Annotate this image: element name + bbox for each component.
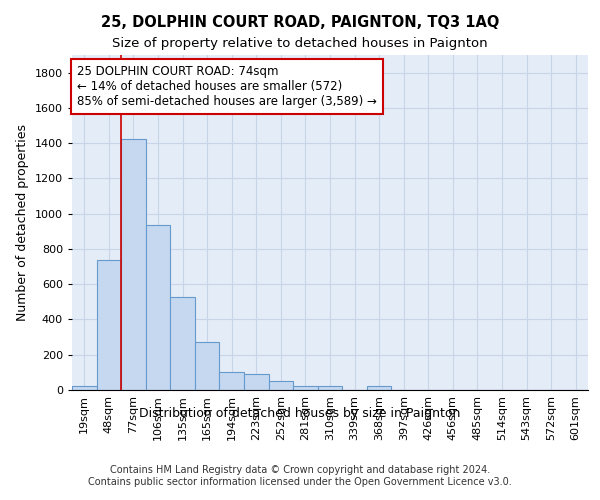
Text: 25, DOLPHIN COURT ROAD, PAIGNTON, TQ3 1AQ: 25, DOLPHIN COURT ROAD, PAIGNTON, TQ3 1A…	[101, 15, 499, 30]
Bar	[121, 138, 146, 390]
Bar	[195, 342, 220, 390]
Bar	[220, 372, 244, 390]
Text: Contains HM Land Registry data © Crown copyright and database right 2024.
Contai: Contains HM Land Registry data © Crown c…	[88, 465, 512, 486]
Bar	[170, 296, 195, 390]
Text: 25 DOLPHIN COURT ROAD: 74sqm
← 14% of detached houses are smaller (572)
85% of s: 25 DOLPHIN COURT ROAD: 74sqm ← 14% of de…	[77, 65, 377, 108]
Bar	[72, 386, 97, 390]
Text: Distribution of detached houses by size in Paignton: Distribution of detached houses by size …	[139, 408, 461, 420]
Bar	[146, 225, 170, 390]
Bar	[367, 386, 391, 390]
Y-axis label: Number of detached properties: Number of detached properties	[16, 124, 29, 321]
Bar	[318, 386, 342, 390]
Text: Size of property relative to detached houses in Paignton: Size of property relative to detached ho…	[112, 38, 488, 51]
Bar	[97, 260, 121, 390]
Bar	[269, 381, 293, 390]
Bar	[244, 374, 269, 390]
Bar	[293, 386, 318, 390]
